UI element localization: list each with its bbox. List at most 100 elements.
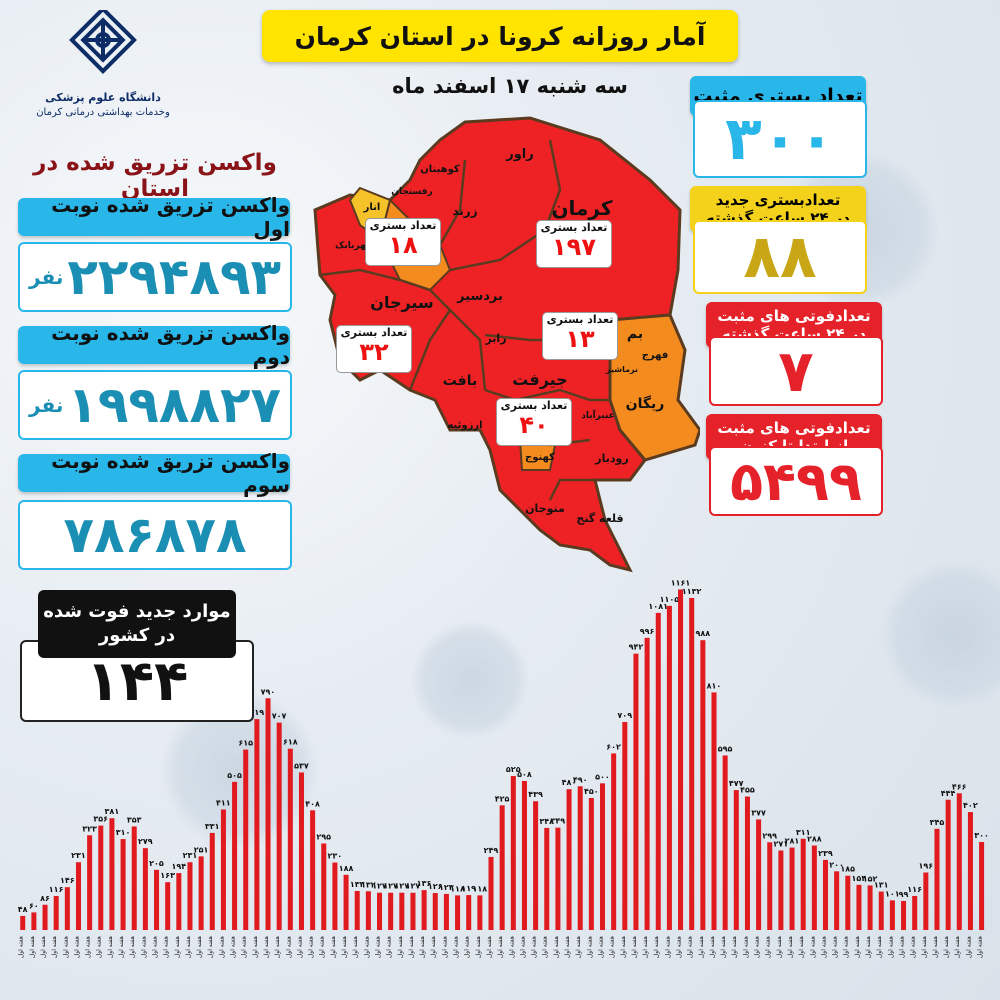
university-logo: دانشگاه علوم پزشکی وخدمات بهداشتی درمانی…: [18, 6, 188, 130]
chart-bar: [945, 799, 951, 930]
chart-data-label: ۲۹۵: [316, 832, 331, 841]
chart-x-tick-label: هفته اول: [207, 936, 214, 958]
chart-bar: [120, 839, 126, 930]
chart-x-tick-label: هفته اول: [776, 936, 783, 958]
chart-bar: [878, 891, 884, 930]
chart-x-tick-label: هفته اول: [910, 936, 917, 958]
callout-label: تعداد بستری: [369, 219, 437, 232]
callout-box: تعداد بستری ۴۰: [496, 398, 572, 446]
chart-data-label: ۴۱۱: [216, 798, 231, 807]
chart-data-label: ۳۲۳: [82, 824, 97, 833]
chart-data-label: ۱۲۳: [439, 883, 454, 892]
chart-data-label: ۱۴۶: [60, 876, 75, 885]
chart-x-tick-label: هفته اول: [397, 936, 404, 958]
chart-data-label: ۱۸۵: [840, 865, 855, 874]
chart-bar: [466, 895, 472, 930]
chart-data-label: ۲۳۱: [71, 851, 86, 860]
chart-bar: [254, 719, 260, 930]
chart-x-tick-label: هفته اول: [140, 936, 147, 958]
new-hospitalized-value: ۸۸: [693, 220, 867, 294]
chart-x-tick-label: هفته اول: [497, 936, 504, 958]
chart-x-tick-label: هفته اول: [218, 936, 225, 958]
chart-bar: [365, 891, 371, 930]
chart-x-tick-label: هفته اول: [285, 936, 292, 958]
chart-x-tick-label: هفته اول: [430, 936, 437, 958]
page-title: آمار روزانه کرونا در استان کرمان: [262, 10, 738, 62]
chart-bar: [142, 848, 148, 930]
chart-x-tick-label: هفته اول: [742, 936, 749, 958]
chart-bar: [488, 856, 494, 930]
region-label: انار: [363, 202, 381, 213]
chart-x-tick-label: هفته اول: [664, 936, 671, 958]
chart-bar: [600, 783, 606, 930]
chart-bar: [722, 755, 728, 930]
chart-x-tick-label: هفته اول: [865, 936, 872, 958]
chart-x-tick-label: هفته اول: [876, 936, 883, 958]
chart-bar: [98, 825, 104, 930]
chart-x-tick-label: هفته اول: [151, 936, 158, 958]
chart-x-tick-label: هفته اول: [252, 936, 259, 958]
chart-data-label: ۱۳۳: [350, 880, 365, 889]
vaccine-section-title: واکسن تزریق شده در استان: [33, 150, 277, 202]
chart-data-label: ۱۳۱: [874, 881, 889, 890]
national-deaths-label-line2: در کشور: [98, 625, 176, 646]
region-label: راور: [505, 147, 534, 162]
chart-data-label: ۳۴۸: [539, 817, 554, 826]
chart-data-label: ۱۳۶: [417, 879, 432, 888]
chart-bar: [209, 832, 215, 930]
chart-bar: [588, 798, 594, 930]
region-label: نرماشیر: [605, 365, 638, 374]
chart-bar: [533, 801, 539, 930]
chart-bar: [901, 900, 907, 930]
chart-data-label: ۵۹۵: [718, 744, 733, 753]
chart-bar: [767, 842, 773, 930]
dose1-unit: نفر: [29, 265, 64, 289]
chart-x-tick-label: هفته اول: [620, 936, 627, 958]
chart-data-label: ۹۹۶: [640, 627, 655, 636]
chart-x-tick-label: هفته اول: [675, 936, 682, 958]
chart-x-tick-label: هفته اول: [263, 936, 270, 958]
national-deaths-label-line1: موارد جدید فوت شده: [43, 601, 231, 622]
chart-data-label: ۹۴۲: [629, 643, 644, 652]
chart-data-label: ۴۸۰: [562, 778, 577, 787]
chart-data-label: ۸۶: [40, 894, 50, 903]
chart-data-label: ۱۱۹: [461, 884, 476, 893]
chart-bar: [265, 698, 271, 930]
chart-data-label: ۴۵۰: [584, 787, 599, 796]
chart-x-tick-label: هفته اول: [464, 936, 471, 958]
chart-x-tick-label: هفته اول: [419, 936, 426, 958]
chart-x-tick-label: هفته اول: [531, 936, 538, 958]
chart-data-label: ۷۱۹: [249, 708, 264, 717]
chart-data-label: ۴۰۸: [305, 799, 320, 808]
dose2-label: واکسن تزریق شده نوبت دوم: [18, 321, 290, 369]
chart-x-tick-label: هفته اول: [363, 936, 370, 958]
chart-bar: [154, 869, 160, 930]
chart-bar: [979, 842, 985, 930]
region-label: رودبار: [594, 452, 628, 465]
chart-x-tick-label: هفته اول: [85, 936, 92, 958]
chart-x-tick-label: هفته اول: [163, 936, 170, 958]
chart-bar: [53, 895, 59, 930]
region-label: کوهبنان: [420, 164, 460, 175]
region-label: ارزوئیه: [447, 420, 482, 431]
chart-data-label: ۱۵۴: [852, 874, 867, 883]
chart-x-tick-label: هفته اول: [330, 936, 337, 958]
chart-x-tick-label: هفته اول: [18, 936, 25, 958]
chart-bar: [42, 904, 48, 930]
chart-data-label: ۳۴۹: [551, 817, 566, 826]
region-label: کرمان: [551, 196, 612, 220]
chart-bar: [31, 912, 37, 930]
chart-data-label: ۱۱۶: [49, 885, 64, 894]
chart-bar: [131, 826, 137, 930]
chart-data-label: ۲۷۱: [774, 840, 789, 849]
chart-data-label: ۶۱۵: [238, 739, 253, 748]
chart-x-tick-label: هفته اول: [196, 936, 203, 958]
chart-bar: [577, 786, 583, 930]
chart-bar: [834, 871, 840, 930]
chart-data-label: ۲۳۱: [183, 851, 198, 860]
chart-x-tick-label: هفته اول: [62, 936, 69, 958]
chart-x-tick-label: هفته اول: [352, 936, 359, 958]
chart-bar: [934, 828, 940, 930]
chart-data-label: ۱۹۶: [918, 862, 933, 871]
chart-data-label: ۱۰۸۱: [648, 602, 668, 611]
